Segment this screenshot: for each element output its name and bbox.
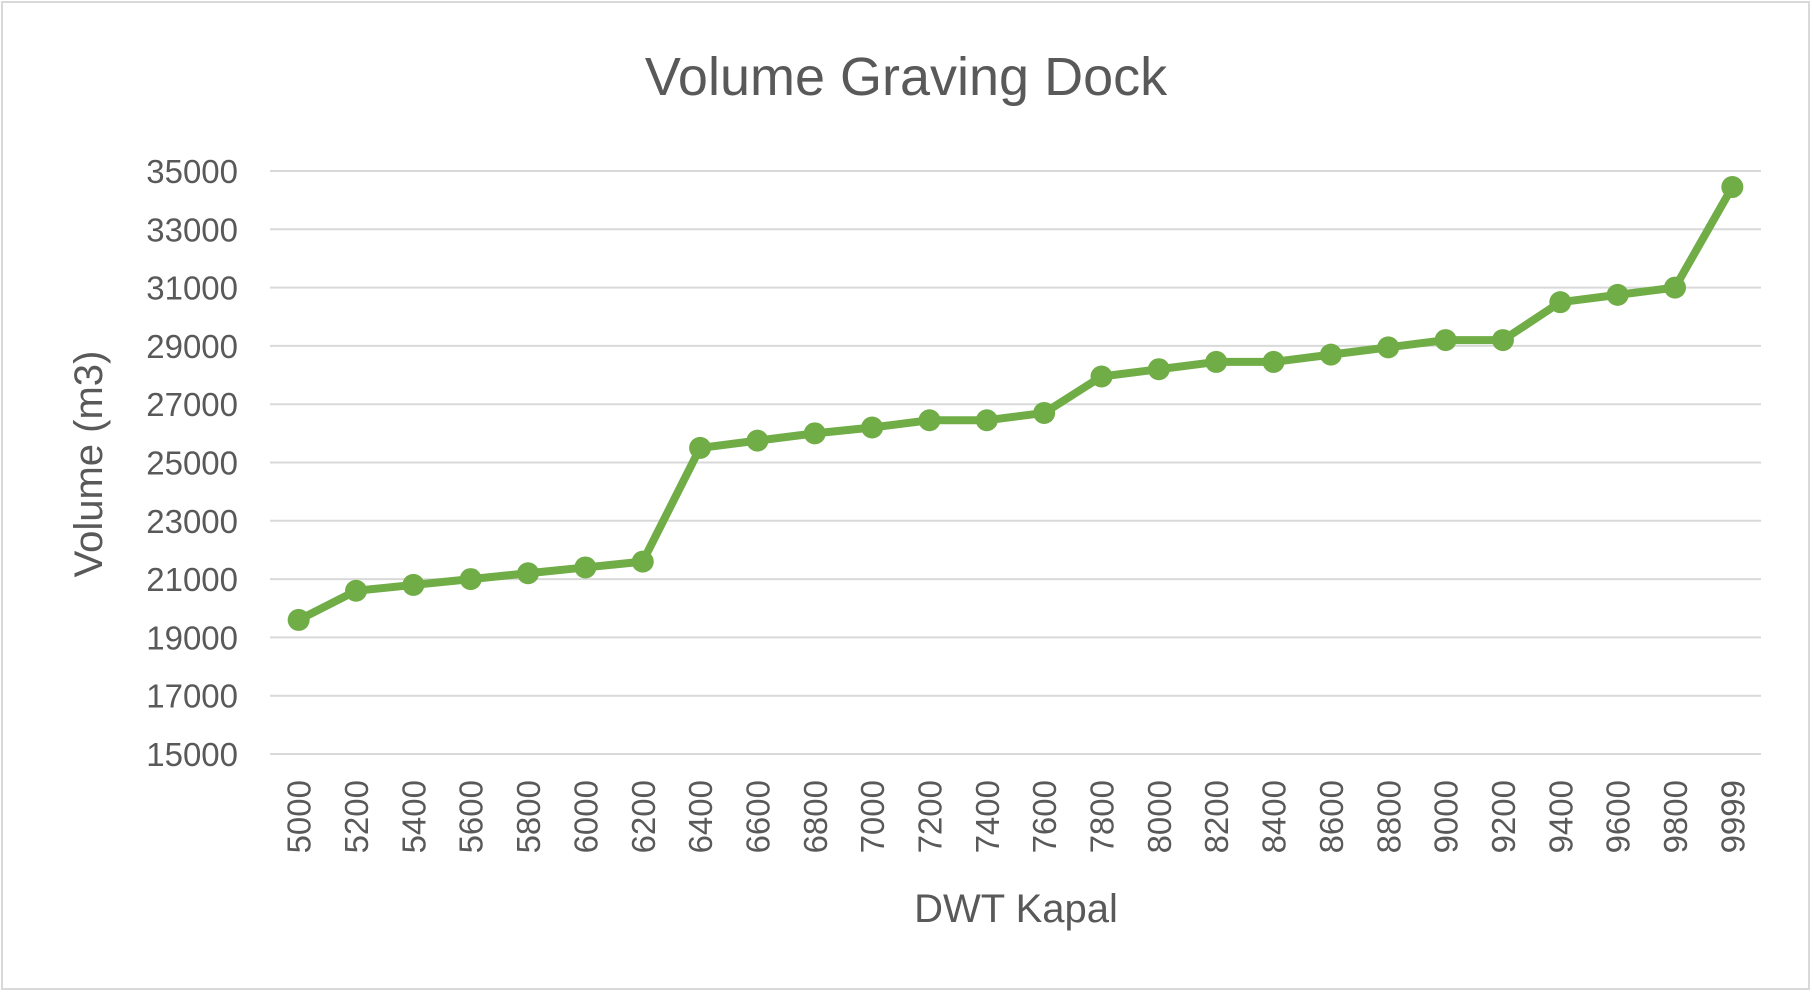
y-tick-label: 17000 <box>146 678 238 715</box>
data-point <box>1319 343 1342 366</box>
y-axis-ticks: 15000 17000 19000 21000 23000 25000 27000 29000… <box>146 153 238 773</box>
x-tick-label: 9600 <box>1600 780 1637 853</box>
x-tick-label: 5800 <box>510 780 547 853</box>
data-point <box>689 436 712 459</box>
x-tick-label: 7800 <box>1084 780 1121 853</box>
x-tick-label: 5600 <box>453 780 490 853</box>
y-tick-label: 23000 <box>146 503 238 540</box>
data-point <box>459 568 482 591</box>
x-tick-label: 6000 <box>567 780 604 853</box>
y-tick-label: 29000 <box>146 328 238 365</box>
y-tick-label: 27000 <box>146 386 238 423</box>
x-tick-label: 6200 <box>625 780 662 853</box>
y-axis-title: Volume (m3) <box>67 351 111 578</box>
data-point <box>1205 350 1228 373</box>
x-tick-label: 5000 <box>281 780 318 853</box>
x-tick-label: 7200 <box>911 780 948 853</box>
x-tick-label: 6800 <box>797 780 834 853</box>
y-tick-label: 19000 <box>146 619 238 656</box>
x-axis-ticks: 5000 5200 5400 5600 5800 6000 6200 6400 6600 6800… <box>281 780 1752 853</box>
y-tick-label: 33000 <box>146 211 238 248</box>
x-tick-label: 7400 <box>969 780 1006 853</box>
data-point <box>1147 358 1170 381</box>
x-tick-label: 6400 <box>682 780 719 853</box>
y-tick-label: 25000 <box>146 445 238 482</box>
y-tick-label: 21000 <box>146 561 238 598</box>
gridlines <box>270 170 1761 755</box>
data-point <box>1606 283 1629 306</box>
data-point <box>746 429 769 452</box>
y-tick-label: 35000 <box>146 153 238 190</box>
data-point <box>1491 329 1514 352</box>
y-tick-label: 31000 <box>146 270 238 307</box>
data-point <box>975 409 998 432</box>
data-point <box>287 608 310 631</box>
data-point <box>517 562 540 585</box>
x-tick-label: 9999 <box>1714 780 1751 853</box>
data-point <box>1033 401 1056 424</box>
x-tick-label: 5400 <box>395 780 432 853</box>
x-tick-label: 8600 <box>1313 780 1350 853</box>
data-point <box>1663 276 1686 299</box>
x-tick-label: 8400 <box>1256 780 1293 853</box>
data-points <box>287 176 1744 631</box>
x-tick-label: 6600 <box>739 780 776 853</box>
x-tick-label: 5200 <box>338 780 375 853</box>
data-point <box>1721 176 1744 199</box>
x-tick-label: 9000 <box>1428 780 1465 853</box>
data-point <box>345 579 368 602</box>
data-point <box>1090 365 1113 388</box>
data-point <box>1262 350 1285 373</box>
data-point <box>1549 291 1572 314</box>
y-tick-label: 15000 <box>146 736 238 773</box>
x-tick-label: 8200 <box>1198 780 1235 853</box>
x-tick-label: 9200 <box>1485 780 1522 853</box>
data-point <box>1434 329 1457 352</box>
data-point <box>574 556 597 579</box>
x-tick-label: 9400 <box>1542 780 1579 853</box>
x-tick-label: 7000 <box>854 780 891 853</box>
x-tick-label: 8800 <box>1370 780 1407 853</box>
data-point <box>918 409 941 432</box>
x-tick-label: 7600 <box>1026 780 1063 853</box>
data-point <box>861 416 884 439</box>
x-axis-title: DWT Kapal <box>914 887 1118 931</box>
data-point <box>402 573 425 596</box>
x-tick-label: 9800 <box>1657 780 1694 853</box>
data-point <box>1377 336 1400 359</box>
data-point <box>631 550 654 573</box>
x-tick-label: 8000 <box>1141 780 1178 853</box>
chart-title: Volume Graving Dock <box>645 47 1168 107</box>
data-point <box>803 422 826 445</box>
